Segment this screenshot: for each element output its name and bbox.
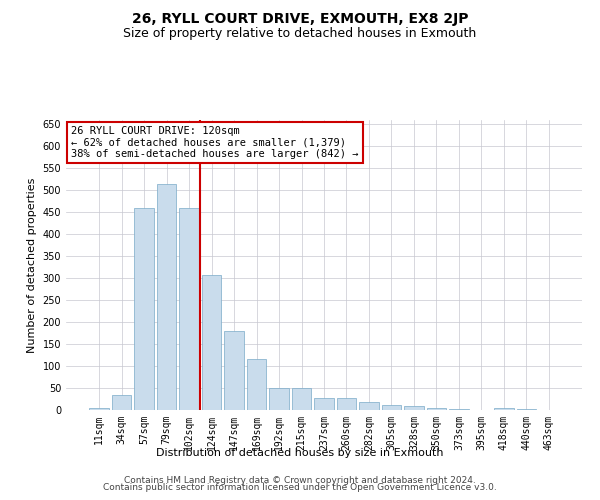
Bar	[337, 398, 356, 410]
Y-axis label: Number of detached properties: Number of detached properties	[27, 178, 37, 352]
Text: 26 RYLL COURT DRIVE: 120sqm
← 62% of detached houses are smaller (1,379)
38% of : 26 RYLL COURT DRIVE: 120sqm ← 62% of det…	[71, 126, 359, 159]
Bar	[517, 409, 536, 410]
Text: 26, RYLL COURT DRIVE, EXMOUTH, EX8 2JP: 26, RYLL COURT DRIVE, EXMOUTH, EX8 2JP	[132, 12, 468, 26]
Text: Contains public sector information licensed under the Open Government Licence v3: Contains public sector information licen…	[103, 484, 497, 492]
Text: Distribution of detached houses by size in Exmouth: Distribution of detached houses by size …	[156, 448, 444, 458]
Bar	[382, 404, 401, 410]
Bar	[179, 208, 199, 410]
Bar	[269, 388, 289, 410]
Bar	[224, 331, 244, 410]
Bar	[89, 408, 109, 410]
Bar	[494, 408, 514, 410]
Bar	[359, 402, 379, 410]
Bar	[292, 388, 311, 410]
Bar	[202, 275, 221, 410]
Bar	[157, 184, 176, 410]
Bar	[427, 408, 446, 410]
Bar	[247, 360, 266, 410]
Bar	[134, 208, 154, 410]
Text: Size of property relative to detached houses in Exmouth: Size of property relative to detached ho…	[124, 28, 476, 40]
Bar	[404, 406, 424, 410]
Text: Contains HM Land Registry data © Crown copyright and database right 2024.: Contains HM Land Registry data © Crown c…	[124, 476, 476, 485]
Bar	[112, 394, 131, 410]
Bar	[449, 409, 469, 410]
Bar	[314, 398, 334, 410]
